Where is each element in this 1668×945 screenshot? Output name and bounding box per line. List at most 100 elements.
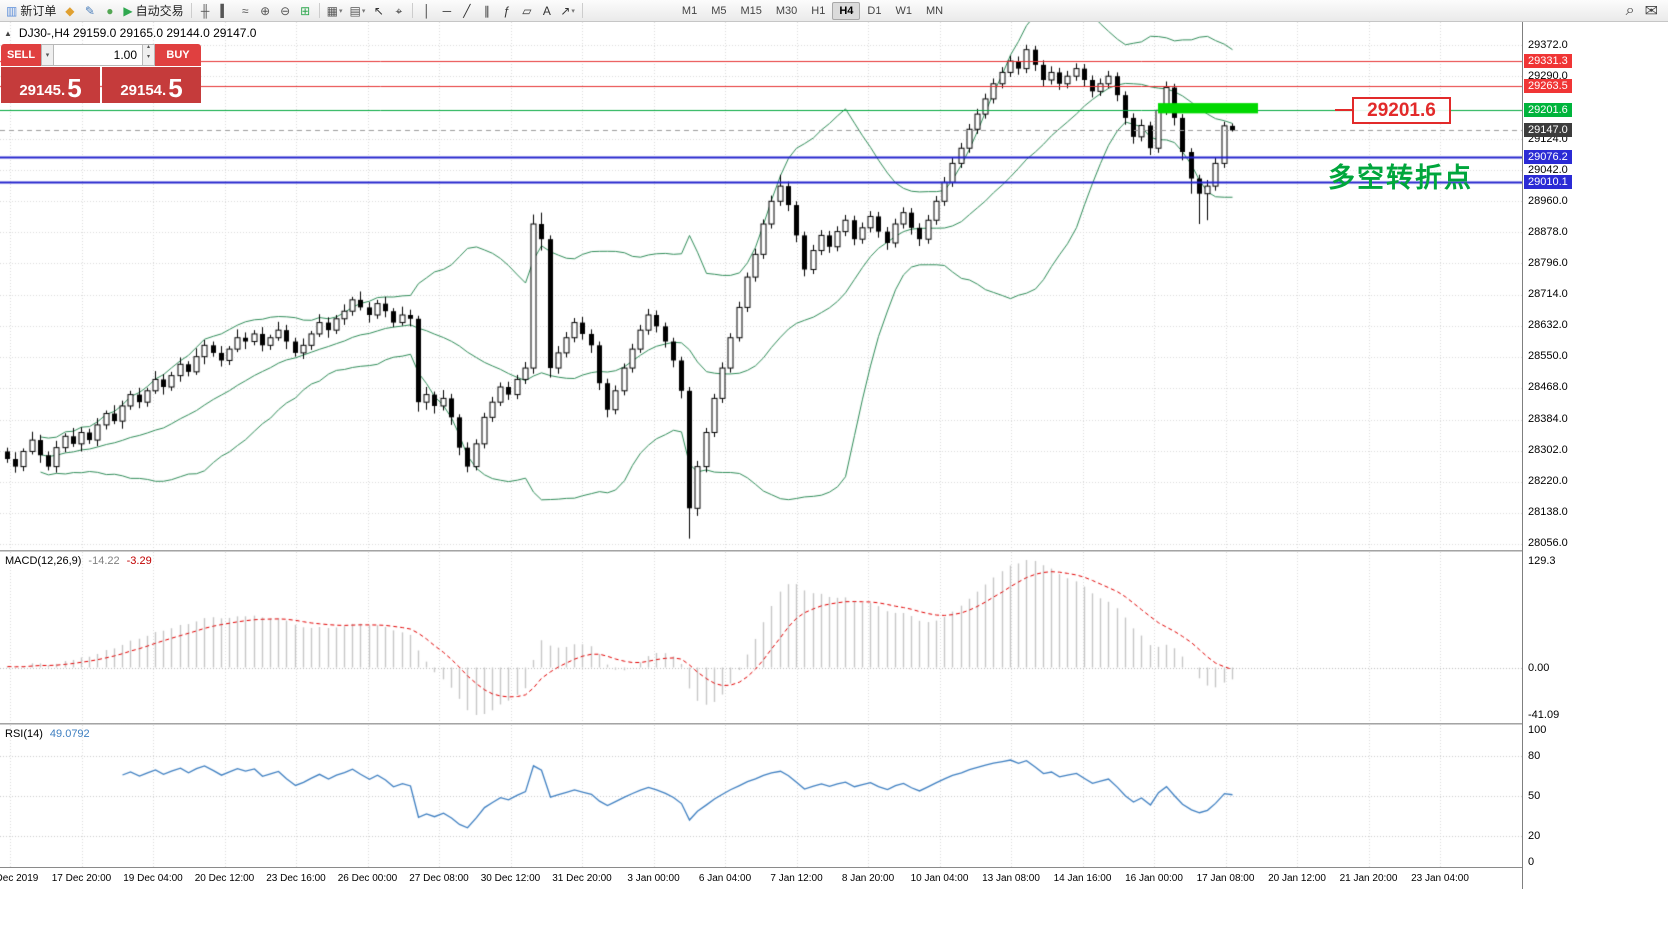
toolbar-separator (412, 3, 414, 18)
time-axis-label: 7 Jan 12:00 (770, 873, 823, 884)
timeframe-button-m1[interactable]: M1 (681, 4, 698, 17)
sell-button[interactable]: SELL (1, 44, 41, 66)
macd-value: -14.22 (88, 555, 120, 567)
chart-list-icon[interactable]: ▤ ▾ (346, 2, 368, 20)
price-axis-label: 28220.0 (1528, 475, 1568, 488)
price-axis[interactable]: 29372.0 29290.0 29124.0 29042.0 28960.0 28878… (1522, 22, 1668, 889)
price-axis-label: 28960.0 (1528, 194, 1568, 207)
volume-dropdown[interactable]: ▾ (41, 44, 54, 66)
trendline-icon-glyph: ╱ (463, 3, 471, 18)
arrows-tool-icon-caret[interactable]: ▾ (571, 7, 575, 15)
timeframe-button-w1[interactable]: W1 (895, 4, 912, 17)
timeframe-button-m15[interactable]: M15 (740, 4, 762, 17)
rsi-axis-label: 20 (1528, 829, 1541, 842)
channel-icon-glyph: ∥ (483, 3, 490, 18)
time-axis-label: 20 Jan 12:00 (1268, 873, 1326, 884)
price-digits: 29154. (120, 82, 167, 99)
timeframe-button-h4[interactable]: H4 (832, 1, 861, 20)
price-digits: 29145. (19, 82, 66, 99)
tile-windows-icon[interactable]: ⊞ (296, 2, 315, 20)
zoom-in-icon[interactable]: ⊕ (256, 2, 275, 20)
toolbar-left-group: ▥ 新订单 ◆ ✎ ● ▶ 自动交易 ╫ ▍ ≈ ⊕ ⊖ ⊞ ▦ ▾ ▤ ▾ ↖ ⌖ │ ─ ╱ ∥ ƒ ▱ A ↗ ▾ (3, 2, 586, 20)
volume-stepper[interactable]: ▴ ▾ (142, 44, 155, 66)
macd-indicator-label: MACD(12,26,9) -14.22 -3.29 (5, 555, 152, 567)
price-axis-label: 29290.0 (1528, 69, 1568, 82)
channel-icon[interactable]: ∥ (477, 2, 496, 20)
time-axis-label: 26 Dec 00:00 (337, 873, 398, 884)
search-icon[interactable]: ⌕ (1625, 1, 1635, 19)
rsi-panel-canvas[interactable] (0, 725, 1522, 867)
time-axis[interactable]: 16 Dec 2019 17 Dec 20:00 19 Dec 04:00 20 De… (0, 867, 1522, 889)
price-tag: 29331.3 (1524, 53, 1572, 68)
price-axis-label: 28384.0 (1528, 413, 1568, 426)
time-axis-label: 17 Dec 20:00 (51, 873, 112, 884)
price-annotation-box[interactable]: 29201.6 (1352, 97, 1451, 124)
text-tool-icon[interactable]: A (537, 2, 556, 20)
price-tag: 29263.5 (1524, 79, 1572, 94)
time-axis-label: 14 Jan 16:00 (1053, 873, 1112, 884)
shapes-icon-glyph: ▱ (522, 3, 532, 18)
volume-up-icon[interactable]: ▴ (146, 44, 150, 50)
time-axis-label: 27 Dec 08:00 (409, 873, 469, 884)
panel-separator[interactable] (0, 550, 1668, 552)
rsi-axis-label: 0 (1528, 856, 1535, 868)
rsi-axis-label: 100 (1528, 724, 1547, 736)
community-icon[interactable]: ✉ (1644, 2, 1658, 20)
arrows-tool-icon[interactable]: ↗ ▾ (557, 2, 578, 20)
shapes-icon[interactable]: ▱ (517, 2, 536, 20)
timeframe-button-m5[interactable]: M5 (711, 4, 727, 17)
timeframe-button-d1[interactable]: D1 (867, 4, 882, 17)
timeframe-button-h1[interactable]: H1 (811, 4, 826, 17)
sell-price-display[interactable]: 29145. 5 (1, 67, 100, 103)
annotation-leader-line (1335, 109, 1352, 111)
rsi-axis-label: 50 (1528, 790, 1541, 802)
timeframe-button-mn[interactable]: MN (925, 4, 944, 17)
volume-input[interactable] (54, 44, 142, 66)
macd-panel-canvas[interactable] (0, 552, 1522, 723)
trendline-icon[interactable]: ╱ (457, 2, 476, 20)
zoom-out-icon[interactable]: ⊖ (276, 2, 295, 20)
one-click-top-row: SELL ▾ ▴ ▾ BUY (1, 44, 201, 66)
time-axis-label: 19 Dec 04:00 (123, 873, 183, 884)
panel-separator[interactable] (0, 723, 1668, 725)
crosshair-icon[interactable]: ⌖ (389, 2, 408, 20)
price-axis-label: 28632.0 (1528, 319, 1568, 332)
one-click-price-row: 29145. 5 29154. 5 (1, 67, 201, 103)
horizontal-line-icon[interactable]: ─ (437, 2, 456, 20)
time-axis-label: 23 Dec 16:00 (266, 873, 326, 884)
buy-price-display[interactable]: 29154. 5 (102, 67, 201, 103)
candles-mode-icon[interactable]: ▍ (216, 2, 235, 20)
profiles-icon[interactable]: ✎ (80, 2, 99, 20)
timeframe-toolbar: M1 M5 M15 M30 H1 H4 D1 W1 MN (675, 1, 950, 20)
timeframe-button-m30[interactable]: M30 (775, 4, 798, 17)
layouts-icon-glyph: ◆ (65, 3, 75, 18)
oneclick-collapse-arrow[interactable]: ▲ (4, 28, 12, 38)
main-chart-canvas[interactable] (0, 22, 1522, 550)
price-axis-label: 28878.0 (1528, 225, 1568, 238)
horizontal-line-icon-glyph: ─ (442, 3, 452, 18)
price-big-digit: 5 (168, 73, 183, 103)
bars-mode-icon[interactable]: ╫ (196, 2, 215, 20)
vertical-line-icon[interactable]: │ (417, 2, 436, 20)
new-chart-icon-caret[interactable]: ▾ (338, 7, 343, 15)
fibonacci-icon[interactable]: ƒ (497, 2, 516, 20)
line-mode-icon[interactable]: ≈ (236, 2, 255, 20)
chart-list-icon-caret[interactable]: ▾ (361, 7, 366, 15)
new-chart-icon[interactable]: ▦ ▾ (324, 2, 346, 20)
time-axis-label: 30 Dec 12:00 (480, 873, 541, 884)
chart-list-icon-glyph: ▤ (349, 3, 361, 18)
layouts-icon[interactable]: ◆ (60, 2, 79, 20)
candles-mode-icon-glyph: ▍ (220, 3, 230, 18)
arrows-tool-icon-glyph: ↗ (560, 3, 571, 18)
volume-down-icon[interactable]: ▾ (146, 54, 150, 60)
indicator-list-icon[interactable]: ● (100, 2, 119, 20)
time-axis-label: 16 Jan 00:00 (1125, 873, 1183, 884)
algo-trading-button[interactable]: ▶ 自动交易 (120, 2, 186, 20)
time-axis-label: 20 Dec 12:00 (194, 873, 255, 884)
cursor-icon[interactable]: ↖ (369, 2, 388, 20)
new-order-button[interactable]: ▥ 新订单 (3, 2, 59, 20)
turning-point-note[interactable]: 多空转折点 (1328, 163, 1473, 193)
chart-ohlc-header: DJ30-,H4 29159.0 29165.0 29144.0 29147.0 (18, 26, 257, 40)
buy-button[interactable]: BUY (155, 44, 201, 66)
